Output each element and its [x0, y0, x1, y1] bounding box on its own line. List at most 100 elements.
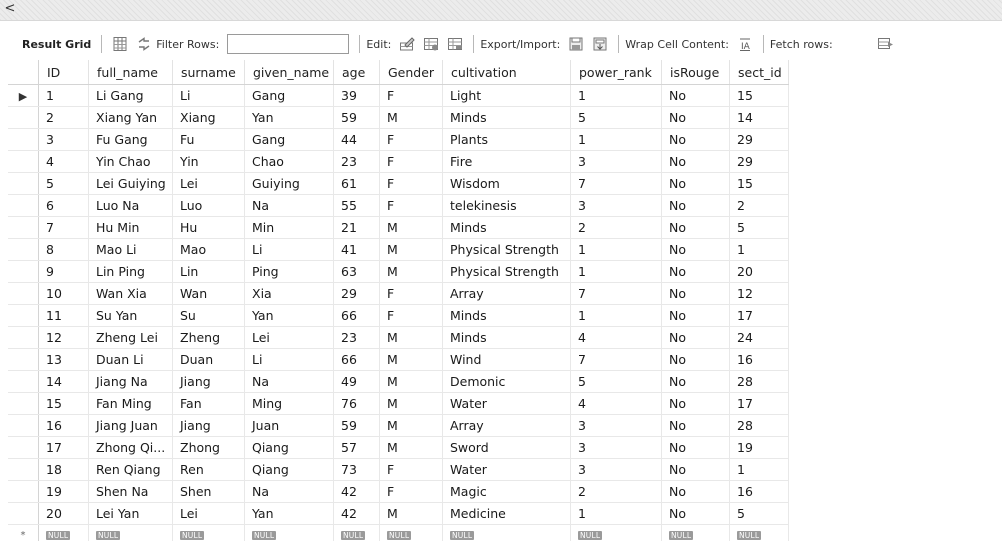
cell-sect-id[interactable]: 17	[729, 392, 789, 415]
cell-id[interactable]: 1	[38, 84, 89, 107]
cell-full-name[interactable]: Wan Xia	[88, 282, 173, 305]
cell-surname[interactable]: Lei	[172, 172, 245, 195]
cell-surname[interactable]: Li	[172, 84, 245, 107]
cell-id[interactable]: 7	[38, 216, 89, 239]
cell-full-name[interactable]: Fu Gang	[88, 128, 173, 151]
cell-power-rank[interactable]: 7	[570, 172, 662, 195]
cell-power-rank[interactable]: 4	[570, 326, 662, 349]
cell-id[interactable]: 3	[38, 128, 89, 151]
cell-surname[interactable]: Jiang	[172, 414, 245, 437]
cell-age[interactable]: 41	[333, 238, 380, 261]
cell-is-rouge[interactable]: No	[661, 238, 730, 261]
cell-gender[interactable]: M	[379, 370, 443, 393]
cell-full-name[interactable]: Xiang Yan	[88, 106, 173, 129]
cell-power-rank[interactable]: 1	[570, 238, 662, 261]
cell-age[interactable]: 29	[333, 282, 380, 305]
cell-surname[interactable]: Su	[172, 304, 245, 327]
new-cell-is-rouge[interactable]: NULL	[661, 524, 730, 541]
cell-id[interactable]: 19	[38, 480, 89, 503]
column-header-gender[interactable]: Gender	[379, 60, 443, 85]
cell-full-name[interactable]: Ren Qiang	[88, 458, 173, 481]
cell-sect-id[interactable]: 28	[729, 414, 789, 437]
cell-power-rank[interactable]: 3	[570, 150, 662, 173]
cell-age[interactable]: 66	[333, 304, 380, 327]
cell-is-rouge[interactable]: No	[661, 392, 730, 415]
cell-cultivation[interactable]: Magic	[442, 480, 571, 503]
cell-sect-id[interactable]: 15	[729, 84, 789, 107]
cell-age[interactable]: 55	[333, 194, 380, 217]
row-marker[interactable]	[8, 480, 39, 503]
cell-cultivation[interactable]: telekinesis	[442, 194, 571, 217]
cell-cultivation[interactable]: Array	[442, 282, 571, 305]
cell-surname[interactable]: Lin	[172, 260, 245, 283]
cell-surname[interactable]: Luo	[172, 194, 245, 217]
cell-power-rank[interactable]: 5	[570, 106, 662, 129]
column-header-sect-id[interactable]: sect_id	[729, 60, 789, 85]
cell-surname[interactable]: Zhong	[172, 436, 245, 459]
cell-age[interactable]: 59	[333, 414, 380, 437]
cell-gender[interactable]: M	[379, 326, 443, 349]
cell-is-rouge[interactable]: No	[661, 106, 730, 129]
table-row[interactable]: 19 Shen Na Shen Na 42 F Magic 2 No 16	[8, 480, 789, 503]
cell-surname[interactable]: Xiang	[172, 106, 245, 129]
cell-full-name[interactable]: Li Gang	[88, 84, 173, 107]
cell-surname[interactable]: Yin	[172, 150, 245, 173]
cell-given-name[interactable]: Lei	[244, 326, 334, 349]
cell-given-name[interactable]: Gang	[244, 128, 334, 151]
row-marker[interactable]	[8, 106, 39, 129]
cell-given-name[interactable]: Ming	[244, 392, 334, 415]
column-header-surname[interactable]: surname	[172, 60, 245, 85]
cell-age[interactable]: 76	[333, 392, 380, 415]
cell-cultivation[interactable]: Demonic	[442, 370, 571, 393]
cell-full-name[interactable]: Mao Li	[88, 238, 173, 261]
cell-sect-id[interactable]: 12	[729, 282, 789, 305]
cell-surname[interactable]: Duan	[172, 348, 245, 371]
fetch-next-rows-icon[interactable]	[877, 35, 895, 53]
cell-is-rouge[interactable]: No	[661, 172, 730, 195]
cell-id[interactable]: 6	[38, 194, 89, 217]
new-cell-surname[interactable]: NULL	[172, 524, 245, 541]
cell-full-name[interactable]: Jiang Juan	[88, 414, 173, 437]
wrap-text-icon[interactable]: IA	[736, 35, 754, 53]
cell-is-rouge[interactable]: No	[661, 370, 730, 393]
cell-sect-id[interactable]: 24	[729, 326, 789, 349]
row-marker[interactable]	[8, 348, 39, 371]
cell-cultivation[interactable]: Wisdom	[442, 172, 571, 195]
cell-surname[interactable]: Ren	[172, 458, 245, 481]
cell-given-name[interactable]: Na	[244, 194, 334, 217]
table-row[interactable]: 12 Zheng Lei Zheng Lei 23 M Minds 4 No 24	[8, 326, 789, 349]
cell-surname[interactable]: Hu	[172, 216, 245, 239]
cell-is-rouge[interactable]: No	[661, 194, 730, 217]
cell-sect-id[interactable]: 29	[729, 128, 789, 151]
table-row[interactable]: 7 Hu Min Hu Min 21 M Minds 2 No 5	[8, 216, 789, 239]
cell-power-rank[interactable]: 2	[570, 480, 662, 503]
cell-age[interactable]: 21	[333, 216, 380, 239]
cell-cultivation[interactable]: Physical Strength	[442, 260, 571, 283]
cell-given-name[interactable]: Qiang	[244, 436, 334, 459]
cell-surname[interactable]: Lei	[172, 502, 245, 525]
cell-given-name[interactable]: Yan	[244, 106, 334, 129]
cell-given-name[interactable]: Li	[244, 348, 334, 371]
new-cell-sect-id[interactable]: NULL	[729, 524, 789, 541]
cell-sect-id[interactable]: 2	[729, 194, 789, 217]
cell-power-rank[interactable]: 1	[570, 128, 662, 151]
cell-surname[interactable]: Wan	[172, 282, 245, 305]
column-header-cultivation[interactable]: cultivation	[442, 60, 571, 85]
cell-id[interactable]: 13	[38, 348, 89, 371]
cell-full-name[interactable]: Luo Na	[88, 194, 173, 217]
cell-gender[interactable]: F	[379, 128, 443, 151]
delete-row-icon[interactable]	[446, 35, 464, 53]
table-row[interactable]: 15 Fan Ming Fan Ming 76 M Water 4 No 17	[8, 392, 789, 415]
cell-power-rank[interactable]: 1	[570, 304, 662, 327]
cell-id[interactable]: 18	[38, 458, 89, 481]
cell-age[interactable]: 49	[333, 370, 380, 393]
table-row[interactable]: 2 Xiang Yan Xiang Yan 59 M Minds 5 No 14	[8, 106, 789, 129]
table-row[interactable]: 5 Lei Guiying Lei Guiying 61 F Wisdom 7 No 15	[8, 172, 789, 195]
cell-gender[interactable]: M	[379, 414, 443, 437]
row-marker[interactable]	[8, 238, 39, 261]
row-marker[interactable]	[8, 370, 39, 393]
cell-given-name[interactable]: Gang	[244, 84, 334, 107]
cell-cultivation[interactable]: Physical Strength	[442, 238, 571, 261]
cell-power-rank[interactable]: 5	[570, 370, 662, 393]
row-marker[interactable]	[8, 282, 39, 305]
